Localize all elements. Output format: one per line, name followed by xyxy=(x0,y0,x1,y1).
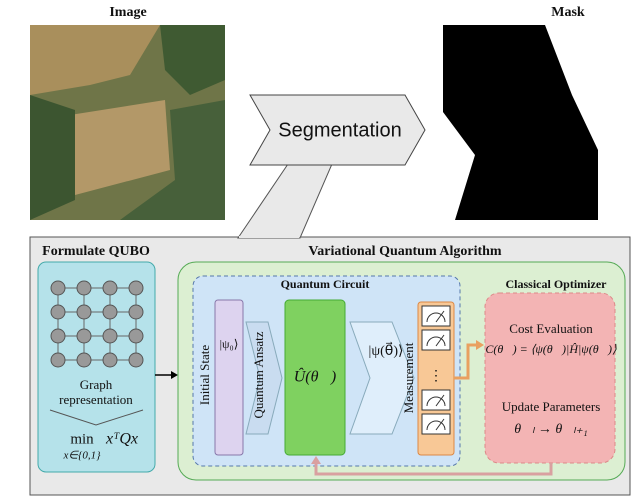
initial-state-label: Initial State xyxy=(197,345,212,406)
domain: x∈{0,1} xyxy=(62,450,101,462)
optimizer-box xyxy=(484,292,616,464)
meter xyxy=(421,305,451,327)
node xyxy=(76,304,92,320)
update-formula: θ⃗ₗ → θ⃗ₗ₊₁ xyxy=(514,422,587,437)
brace xyxy=(49,409,144,426)
node xyxy=(102,304,118,320)
min: min xyxy=(70,431,94,447)
node xyxy=(50,280,66,296)
callout xyxy=(237,163,333,239)
mask-shape xyxy=(443,25,598,220)
node xyxy=(76,328,92,344)
unitary-box xyxy=(284,299,346,456)
node xyxy=(50,304,66,320)
trees xyxy=(160,25,225,95)
initial-state-box xyxy=(214,299,244,456)
feedback-loop xyxy=(314,462,553,476)
image-label: Image xyxy=(109,5,146,20)
meter xyxy=(421,329,451,351)
update-label: Update Parameters xyxy=(502,399,601,414)
measurement-label: Measurement xyxy=(401,342,416,413)
meter-needle xyxy=(435,394,445,407)
meter-arc xyxy=(426,312,446,323)
aerial-image xyxy=(30,25,225,220)
psi-theta: |ψ(θ⃗)⟩ xyxy=(369,342,404,360)
node xyxy=(128,280,144,296)
vqa-title: Variational Quantum Algorithm xyxy=(308,244,502,259)
mask-label: Mask xyxy=(551,5,585,20)
ansatz-label: Quantum Ansatz xyxy=(251,331,266,418)
orange-arrow xyxy=(454,343,478,380)
ansatz-arrow xyxy=(245,321,283,435)
field xyxy=(30,25,160,95)
meter-arc xyxy=(426,420,446,431)
trees xyxy=(120,100,225,220)
meter xyxy=(421,413,451,435)
meter-needle xyxy=(435,334,445,347)
arrow-head xyxy=(311,456,321,464)
segmentation-arrow xyxy=(249,94,426,166)
graph-label: Graph xyxy=(80,377,113,392)
field xyxy=(70,100,170,195)
meters xyxy=(421,305,451,435)
node xyxy=(102,328,118,344)
node xyxy=(128,352,144,368)
node xyxy=(128,328,144,344)
circuit-title: Quantum Circuit xyxy=(281,277,370,291)
graph-label: representation xyxy=(59,392,133,407)
meter xyxy=(421,389,451,411)
dots: ⋮ xyxy=(429,369,443,384)
objective: xᵀQx xyxy=(105,431,138,448)
unitary: Û(θ⃗) xyxy=(294,367,337,386)
optimizer-title: Classical Optimizer xyxy=(506,277,608,291)
node xyxy=(76,352,92,368)
node xyxy=(102,280,118,296)
graph xyxy=(50,280,144,368)
meter-arc xyxy=(426,336,446,347)
meter-arc xyxy=(426,396,446,407)
segmentation-label: Segmentation xyxy=(278,119,401,141)
cost-label: Cost Evaluation xyxy=(509,321,593,336)
qubo-title: Formulate QUBO xyxy=(42,244,150,259)
node xyxy=(76,280,92,296)
node xyxy=(50,352,66,368)
psi0: |ψ₀⟩ xyxy=(220,337,239,351)
arrow-head xyxy=(476,340,484,350)
state-arrow xyxy=(349,321,415,435)
trees xyxy=(30,95,75,220)
node xyxy=(50,328,66,344)
arrow-head xyxy=(171,371,178,379)
meter-needle xyxy=(435,310,445,323)
node xyxy=(128,304,144,320)
meter-needle xyxy=(435,418,445,431)
node xyxy=(102,352,118,368)
cost-formula: C(θ⃗) = ⟨ψ(θ⃗)|Ĥ|ψ(θ⃗)⟩ xyxy=(485,342,617,356)
qubo-box xyxy=(37,261,156,473)
